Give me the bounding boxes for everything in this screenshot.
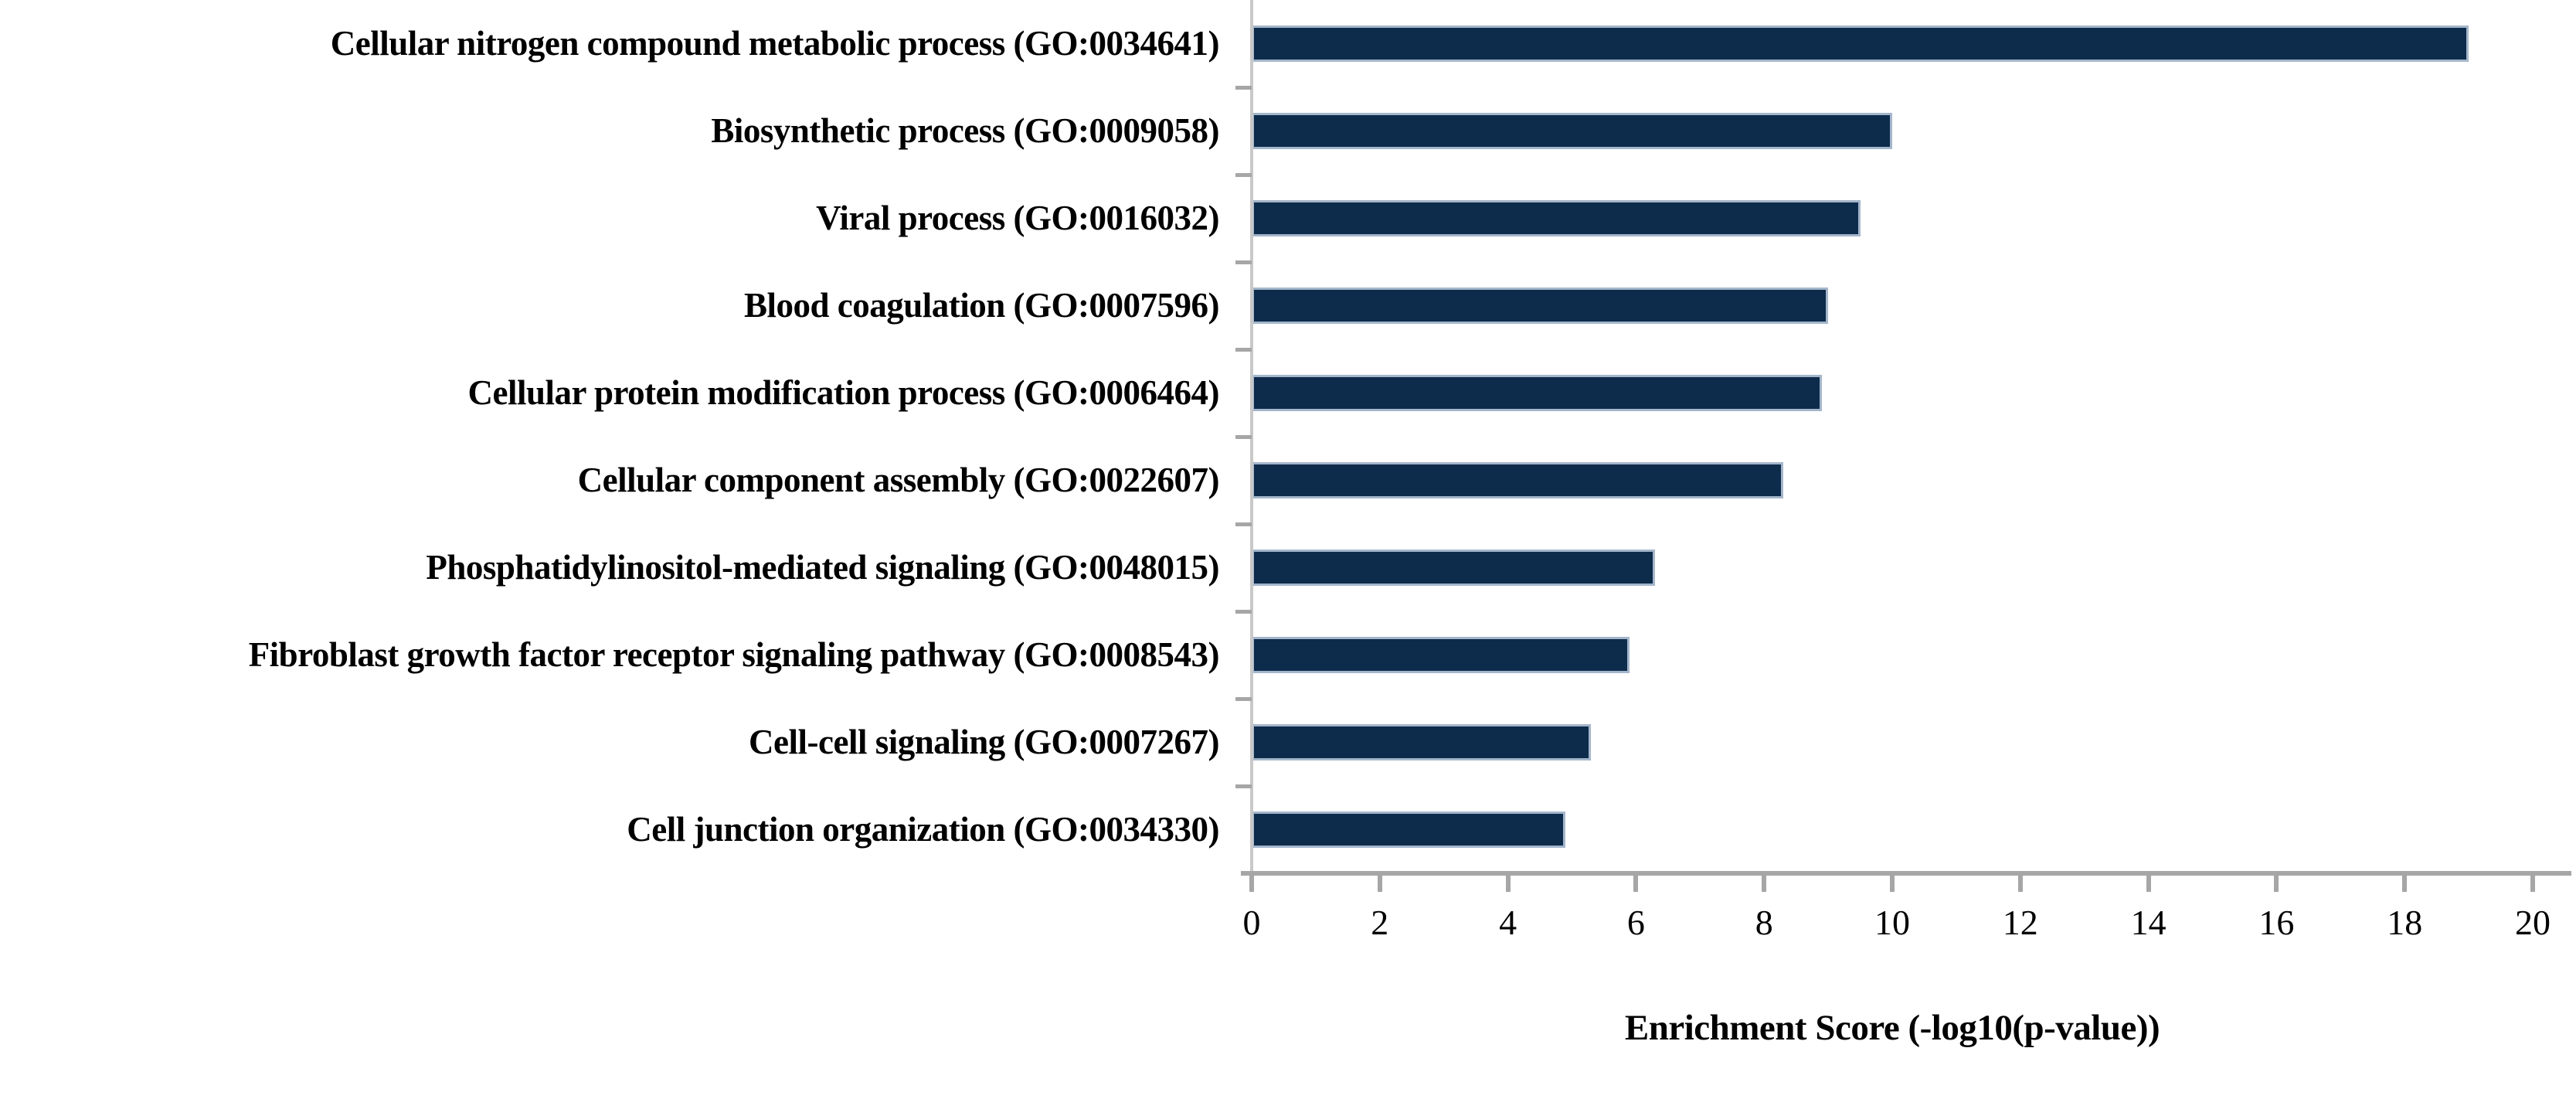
x-axis-tick-label: 2 (1371, 903, 1389, 942)
x-axis-tick-label: 0 (1242, 903, 1261, 942)
x-axis-line (1241, 871, 2571, 876)
x-axis-tick-label: 16 (2258, 903, 2295, 942)
x-axis-tick (1890, 871, 1895, 892)
category-label: Biosynthetic process (GO:0009058) (711, 111, 1219, 150)
bar-row: Phosphatidylinositol-mediated signaling … (0, 524, 2576, 611)
bar-track (1252, 637, 2533, 673)
y-axis-line (1250, 0, 1253, 873)
bar (1252, 26, 2469, 62)
bar (1252, 550, 1656, 586)
bar (1252, 113, 1892, 149)
bar-track (1252, 462, 2533, 498)
category-label: Cell-cell signaling (GO:0007267) (749, 722, 1219, 761)
x-axis-tick-label: 12 (2002, 903, 2038, 942)
category-label: Cellular component assembly (GO:0022607) (577, 460, 1220, 499)
bar-row: Cellular protein modification process (G… (0, 349, 2576, 437)
category-label: Viral process (GO:0016032) (816, 198, 1219, 237)
category-label: Cell junction organization (GO:0034330) (627, 809, 1219, 849)
x-axis-title: Enrichment Score (-log10(p-value)) (1624, 1008, 2160, 1048)
y-axis-tick (1235, 697, 1252, 701)
bar-track (1252, 113, 2533, 149)
x-axis-tick (1249, 871, 1254, 892)
category-label: Blood coagulation (GO:0007596) (743, 285, 1220, 325)
bar-row: Cell junction organization (GO:0034330) (0, 786, 2576, 873)
y-axis-tick (1235, 173, 1252, 177)
category-label: Fibroblast growth factor receptor signal… (248, 635, 1220, 674)
bar-track (1252, 550, 2533, 586)
x-axis-tick (2274, 871, 2279, 892)
bar-row: Biosynthetic process (GO:0009058) (0, 87, 2576, 175)
x-axis-tick-label: 6 (1626, 903, 1645, 942)
category-label: Cellular nitrogen compound metabolic pro… (330, 23, 1220, 63)
bar (1252, 288, 1829, 324)
bar-row: Viral process (GO:0016032) (0, 175, 2576, 262)
y-axis-tick (1235, 610, 1252, 614)
bar-row: Cellular nitrogen compound metabolic pro… (0, 0, 2576, 87)
bar-row: Fibroblast growth factor receptor signal… (0, 611, 2576, 699)
bar-rows: Cellular nitrogen compound metabolic pro… (0, 0, 2576, 873)
bar (1252, 637, 1630, 673)
y-axis-tick (1235, 260, 1252, 264)
x-axis-tick-label: 14 (2130, 903, 2166, 942)
bar-track (1252, 811, 2533, 848)
x-axis-tick (2402, 871, 2408, 892)
x-axis-tick-label: 8 (1755, 903, 1773, 942)
bar (1252, 811, 1566, 848)
bar (1252, 462, 1784, 498)
bar-track (1252, 288, 2533, 324)
y-axis-tick (1235, 435, 1252, 439)
x-axis-tick (2530, 871, 2535, 892)
bar-row: Cell-cell signaling (GO:0007267) (0, 699, 2576, 786)
y-axis-tick (1235, 86, 1252, 90)
x-axis-tick-label: 20 (2515, 903, 2551, 942)
bar (1252, 375, 1822, 411)
bar-row: Cellular component assembly (GO:0022607) (0, 437, 2576, 524)
x-axis-tick-label: 18 (2387, 903, 2423, 942)
category-label: Phosphatidylinositol-mediated signaling … (426, 547, 1219, 587)
bar-track (1252, 724, 2533, 760)
bar-row: Blood coagulation (GO:0007596) (0, 262, 2576, 349)
x-axis-tick (1505, 871, 1511, 892)
bar-track (1252, 375, 2533, 411)
y-axis-tick (1235, 522, 1252, 526)
x-axis-tick (2146, 871, 2151, 892)
y-axis-tick (1235, 784, 1252, 788)
x-axis-tick-label: 10 (1874, 903, 1910, 942)
bar-track (1252, 26, 2533, 62)
category-label: Cellular protein modification process (G… (467, 373, 1220, 412)
bar (1252, 724, 1592, 760)
x-axis-tick-label: 4 (1499, 903, 1517, 942)
x-axis-tick (1377, 871, 1382, 892)
x-axis-tick (2017, 871, 2023, 892)
y-axis-tick (1235, 348, 1252, 352)
x-axis-tick (1762, 871, 1767, 892)
x-axis-ticks: 0 2 4 6 8 10 12 14 16 18 20 (1243, 0, 2551, 1099)
x-axis-tick (1633, 871, 1639, 892)
